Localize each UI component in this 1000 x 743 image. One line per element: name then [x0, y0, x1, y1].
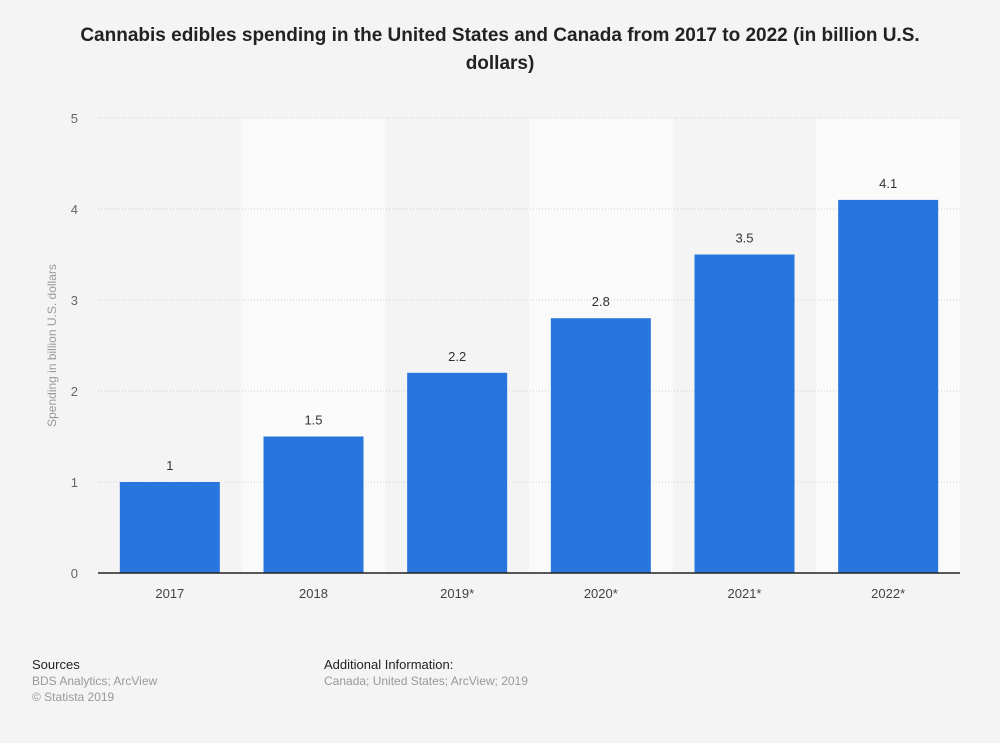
data-label: 1.5 — [304, 413, 322, 428]
y-axis-label: Spending in billion U.S. dollars — [45, 264, 59, 427]
bar-2017 — [119, 482, 220, 573]
bar-2022 — [838, 199, 939, 573]
data-label: 3.5 — [735, 231, 753, 246]
x-tick-label: 2021* — [728, 586, 762, 601]
copyright: © Statista 2019 — [32, 690, 115, 704]
chart-title: Cannabis edibles spending in the United … — [80, 25, 920, 74]
sources-heading: Sources — [32, 657, 80, 672]
y-tick-label: 0 — [71, 566, 78, 581]
data-label: 2.2 — [448, 349, 466, 364]
y-tick-label: 1 — [71, 475, 78, 490]
sources-text[interactable]: BDS Analytics; ArcView — [32, 674, 158, 688]
x-tick-label: 2017 — [155, 586, 184, 601]
data-label: 2.8 — [592, 294, 610, 309]
sources-block: Sources BDS Analytics; ArcView © Statist… — [32, 657, 157, 705]
bar-2019 — [407, 372, 508, 573]
additional-info-block: Additional Information: Canada; United S… — [324, 657, 528, 689]
x-tick-label: 2019* — [440, 586, 474, 601]
x-tick-label: 2018 — [299, 586, 328, 601]
additional-info-heading: Additional Information: — [324, 657, 454, 672]
y-tick-label: 4 — [71, 202, 78, 217]
bar-2020 — [550, 318, 651, 573]
y-tick-label: 5 — [71, 111, 78, 126]
bar-2018 — [263, 436, 364, 573]
y-tick-label: 3 — [71, 293, 78, 308]
bar-2021 — [694, 254, 795, 573]
x-tick-label: 2022* — [871, 586, 905, 601]
y-tick-label: 2 — [71, 384, 78, 399]
additional-info-text: Canada; United States; ArcView; 2019 — [324, 674, 528, 688]
data-label: 1 — [166, 458, 173, 473]
x-tick-label: 2020* — [584, 586, 618, 601]
data-label: 4.1 — [879, 176, 897, 191]
